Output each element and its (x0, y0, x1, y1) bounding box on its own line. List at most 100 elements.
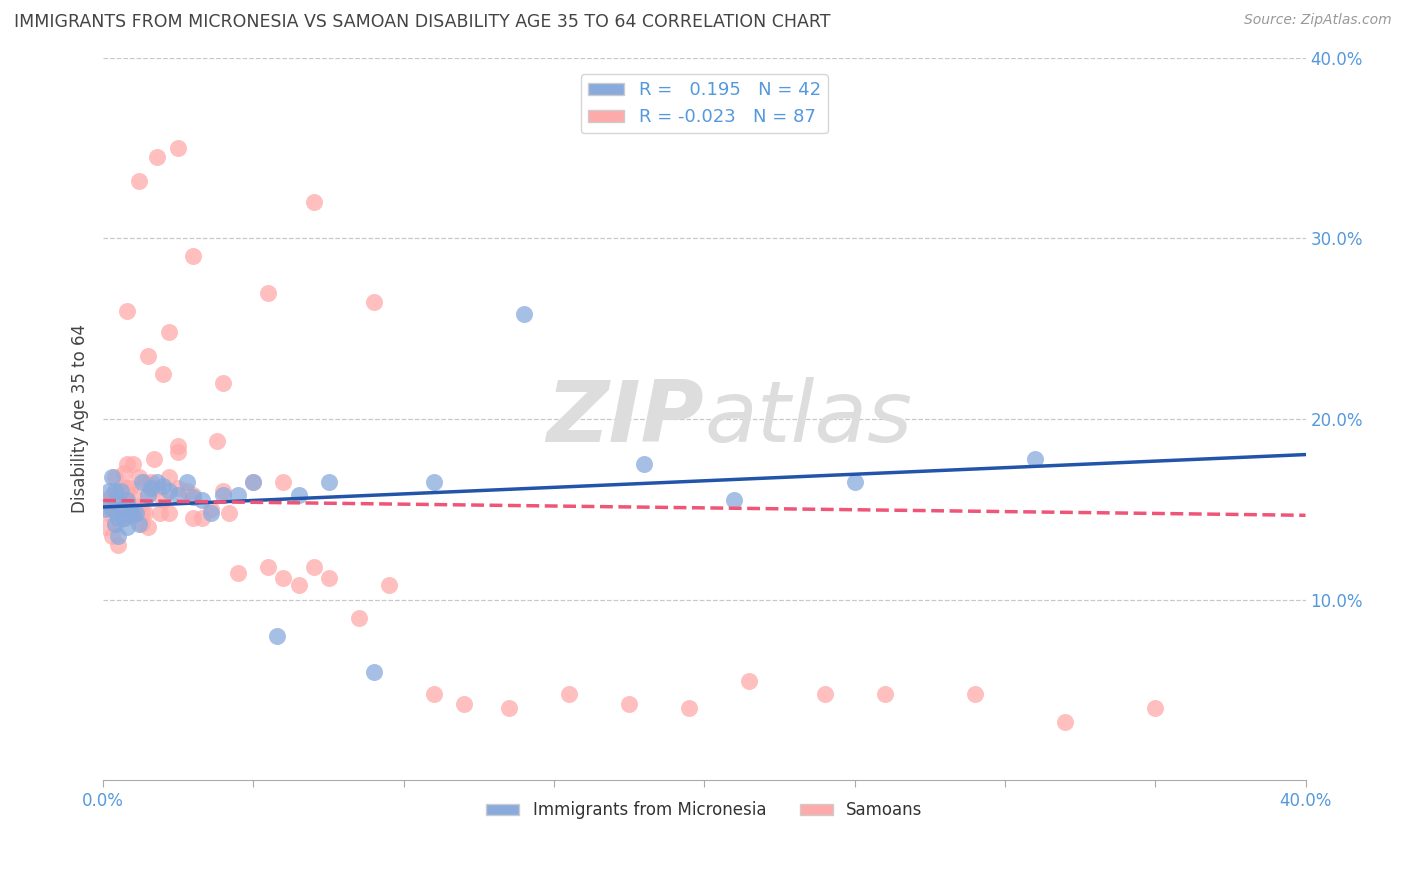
Point (110, 502, 132, 516)
Point (318, 475, 340, 490)
Point (101, 488, 124, 502)
Point (115, 303, 138, 318)
Point (167, 481, 190, 495)
Point (134, 506, 156, 520)
Point (115, 457, 138, 471)
Point (131, 516, 153, 531)
Point (110, 506, 132, 520)
Point (101, 499, 124, 513)
Point (207, 434, 229, 448)
Point (157, 484, 180, 499)
Point (558, 687, 581, 701)
Point (302, 560, 325, 574)
Text: IMMIGRANTS FROM MICRONESIA VS SAMOAN DISABILITY AGE 35 TO 64 CORRELATION CHART: IMMIGRANTS FROM MICRONESIA VS SAMOAN DIS… (14, 13, 831, 31)
Point (101, 502, 124, 516)
Point (122, 457, 145, 471)
Point (112, 511, 135, 525)
Point (146, 150, 169, 164)
Point (131, 506, 153, 520)
Point (143, 451, 166, 466)
Point (176, 484, 198, 499)
Point (101, 529, 124, 543)
Point (513, 307, 536, 321)
Point (112, 488, 135, 502)
Point (678, 701, 700, 715)
Text: ZIP: ZIP (547, 377, 704, 460)
Point (167, 488, 190, 502)
Point (167, 141, 190, 155)
Point (423, 475, 446, 490)
Text: atlas: atlas (704, 377, 912, 460)
Point (120, 499, 142, 513)
Point (200, 502, 222, 516)
Point (128, 173, 150, 187)
Point (423, 687, 446, 701)
Y-axis label: Disability Age 35 to 64: Disability Age 35 to 64 (72, 325, 89, 514)
Point (157, 326, 180, 340)
Point (125, 506, 148, 520)
Point (98, 484, 121, 499)
Point (101, 470, 124, 484)
Point (146, 481, 169, 495)
Point (191, 493, 214, 508)
Point (266, 629, 288, 643)
Point (122, 488, 145, 502)
Point (107, 511, 129, 525)
Point (218, 506, 240, 520)
Point (136, 349, 159, 363)
Point (152, 493, 174, 508)
Point (181, 511, 204, 525)
Point (107, 488, 129, 502)
Point (157, 506, 180, 520)
Point (128, 499, 150, 513)
Point (242, 475, 264, 490)
Point (181, 249, 204, 263)
Point (212, 484, 235, 499)
Point (107, 529, 129, 543)
Point (302, 195, 325, 210)
Point (115, 493, 138, 508)
Point (212, 376, 235, 390)
Legend: Immigrants from Micronesia, Samoans: Immigrants from Micronesia, Samoans (479, 795, 929, 826)
Point (242, 475, 264, 490)
Point (1024, 451, 1046, 466)
Point (287, 578, 309, 592)
Point (200, 506, 222, 520)
Point (633, 457, 655, 471)
Point (98, 493, 121, 508)
Point (273, 571, 295, 585)
Point (136, 520, 159, 534)
Point (107, 538, 129, 552)
Point (112, 511, 135, 525)
Point (104, 516, 127, 531)
Point (110, 481, 132, 495)
Point (257, 560, 280, 574)
Point (94, 493, 117, 508)
Point (120, 502, 142, 516)
Point (104, 516, 127, 531)
Point (149, 506, 172, 520)
Point (122, 506, 145, 520)
Point (176, 475, 198, 490)
Point (141, 475, 163, 490)
Point (844, 475, 866, 490)
Point (115, 506, 138, 520)
Point (813, 687, 835, 701)
Point (363, 665, 385, 679)
Point (104, 493, 127, 508)
Point (104, 470, 127, 484)
Point (107, 493, 129, 508)
Point (131, 475, 153, 490)
Point (94, 520, 117, 534)
Point (723, 493, 745, 508)
Point (873, 687, 896, 701)
Point (122, 508, 145, 522)
Point (212, 488, 235, 502)
Point (120, 481, 142, 495)
Point (107, 506, 129, 520)
Point (318, 571, 340, 585)
Point (112, 466, 135, 480)
Point (257, 285, 280, 300)
Point (617, 698, 640, 712)
Point (191, 511, 214, 525)
